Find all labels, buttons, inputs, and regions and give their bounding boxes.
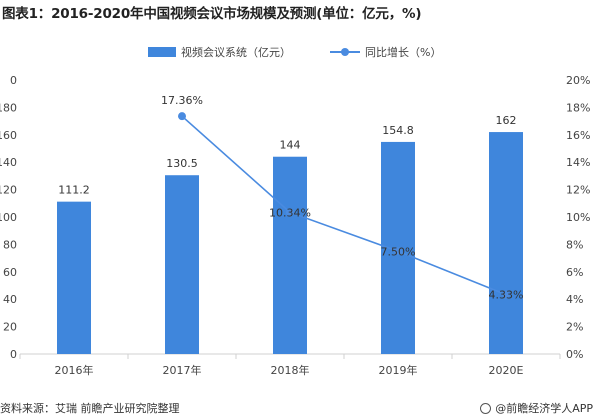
growth-value-label: 17.36% <box>161 94 203 107</box>
y-left-tick-label: 160 <box>0 129 17 142</box>
y-right-tick-label: 18% <box>566 101 590 114</box>
x-tick-label: 2017年 <box>163 363 202 377</box>
growth-value-label: 4.33% <box>489 289 524 302</box>
x-tick-label: 2020E <box>489 364 524 377</box>
bar-value-label: 154.8 <box>382 124 414 137</box>
brand-logo-icon <box>480 402 492 414</box>
growth-point <box>502 290 510 299</box>
bar <box>57 201 91 354</box>
y-left-tick-label: 60 <box>3 266 17 279</box>
chart-legend: 视频会议系统（亿元） 同比增长（%） <box>0 44 595 60</box>
y-left-tick-label: 140 <box>0 156 17 169</box>
y-left-tick-label: 20 <box>3 321 17 334</box>
y-right-tick-label: 0% <box>566 348 583 361</box>
growth-point <box>286 208 294 217</box>
y-right-tick-label: 16% <box>566 129 590 142</box>
legend-line-swatch <box>330 47 360 57</box>
brand-note: @前瞻经济学人APP <box>480 400 593 416</box>
y-right-tick-label: 10% <box>566 211 590 224</box>
y-left-tick-label: 180 <box>0 101 17 114</box>
growth-value-label: 7.50% <box>381 245 416 258</box>
chart-title: 图表1：2016-2020年中国视频会议市场规模及预测(单位：亿元，%) <box>2 6 422 22</box>
bar-value-label: 130.5 <box>166 157 198 170</box>
y-right-tick-label: 8% <box>566 238 583 251</box>
legend-item-line: 同比增长（%） <box>330 44 441 60</box>
y-left-tick-label: 40 <box>3 293 17 306</box>
growth-point <box>394 247 402 256</box>
legend-bar-label: 视频会议系统（亿元） <box>181 46 291 59</box>
y-right-tick-label: 12% <box>566 184 590 197</box>
growth-line <box>181 115 507 296</box>
bar <box>489 132 523 354</box>
y-left-tick-label: 80 <box>3 238 17 251</box>
y-left-tick-label: 100 <box>0 211 17 224</box>
x-tick-label: 2018年 <box>271 363 310 377</box>
y-left-tick-label: 0 <box>10 348 17 361</box>
y-left-tick-label: 0 <box>10 74 17 87</box>
legend-bar-swatch <box>148 47 176 57</box>
y-left-tick-label: 120 <box>0 184 17 197</box>
bar-value-label: 144 <box>280 139 301 152</box>
y-right-tick-label: 2% <box>566 321 583 334</box>
growth-point <box>178 112 186 121</box>
x-tick-label: 2019年 <box>379 363 418 377</box>
y-right-tick-label: 6% <box>566 266 583 279</box>
source-note: 资料来源：艾瑞 前瞻产业研究院整理 <box>0 402 180 415</box>
legend-line-label: 同比增长（%） <box>365 46 442 59</box>
bar <box>273 156 307 354</box>
y-right-tick-label: 20% <box>566 74 590 87</box>
y-right-tick-label: 14% <box>566 156 590 169</box>
bar-value-label: 111.2 <box>58 184 90 197</box>
growth-value-label: 10.34% <box>269 206 311 219</box>
brand-text: @前瞻经济学人APP <box>495 402 593 415</box>
y-right-tick-label: 4% <box>566 293 583 306</box>
legend-item-bar: 视频会议系统（亿元） <box>148 44 291 60</box>
bar-value-label: 162 <box>496 114 517 127</box>
x-tick-label: 2016年 <box>55 363 94 377</box>
bar <box>165 175 199 354</box>
